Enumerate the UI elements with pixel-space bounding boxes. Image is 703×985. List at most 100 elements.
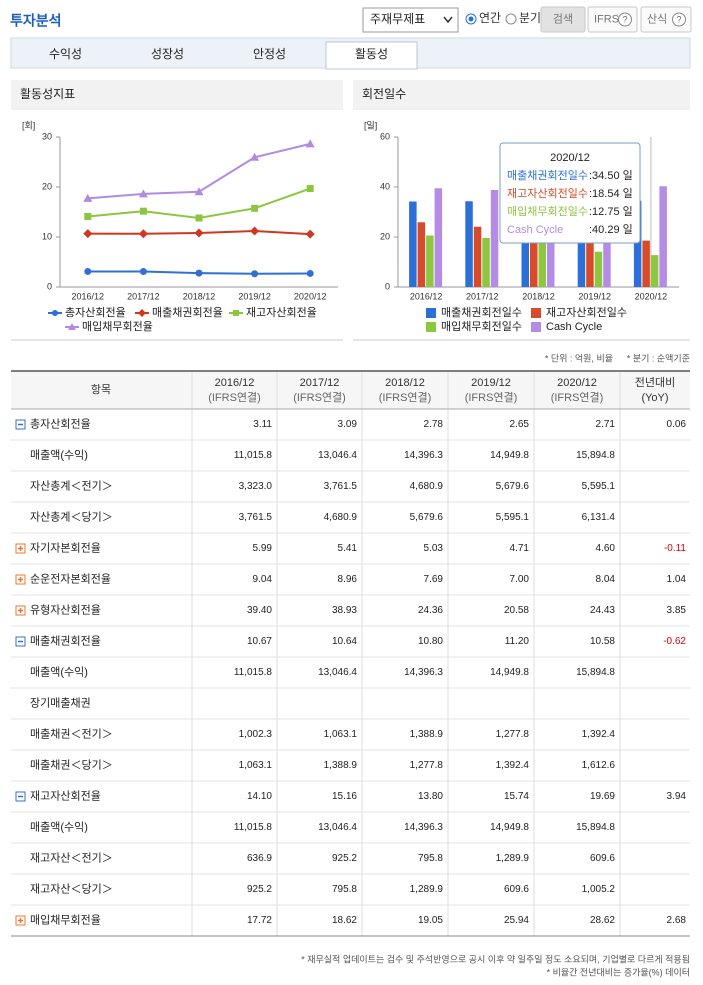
tooltip-name: Cash Cycle	[507, 224, 563, 236]
y-unit: [일]	[364, 120, 377, 130]
cell: 18.62	[332, 915, 357, 926]
select-box[interactable]	[362, 7, 459, 33]
x-tick-label: 2018/12	[183, 291, 216, 301]
button[interactable]	[540, 6, 586, 33]
cell-yoy: 2.68	[667, 915, 687, 926]
cell: 1,005.2	[582, 884, 616, 895]
cell: 19.05	[418, 915, 443, 926]
cell: 1,277.8	[410, 760, 444, 771]
x-tick-label: 2016/12	[410, 291, 443, 301]
y-tick-label: 30	[42, 131, 52, 141]
point	[84, 267, 92, 275]
cell: 39.40	[247, 605, 272, 616]
y-tick-label: 60	[380, 131, 390, 141]
cell: 4,680.9	[410, 481, 444, 492]
legend-marker	[138, 309, 146, 317]
cell: 3,761.5	[239, 512, 273, 523]
cell: 1,289.9	[496, 853, 530, 864]
x-tick-label: 2017/12	[466, 291, 499, 301]
bar	[521, 202, 529, 287]
bar	[473, 226, 482, 287]
point	[83, 193, 93, 202]
row-label: 매출채권＜전기＞	[30, 727, 113, 740]
row-label: 재고자산＜당기＞	[30, 882, 113, 895]
x-tick-label: 2020/12	[294, 291, 327, 301]
x-tick-label: 2018/12	[522, 291, 555, 301]
tooltip-name: 재고자산회전일수	[507, 186, 588, 200]
legend-swatch	[531, 308, 541, 318]
row-label: 순운전자본회전율	[30, 572, 111, 585]
cell: 8.04	[596, 574, 616, 585]
header-cell: 2019/12	[471, 377, 511, 389]
radio[interactable]	[505, 13, 517, 25]
help-icon-q: ?	[622, 14, 627, 24]
cell: 4.71	[510, 543, 530, 554]
bar	[538, 239, 546, 287]
tab-active[interactable]	[325, 41, 418, 70]
tooltip	[499, 142, 641, 244]
cell: 8.96	[338, 574, 358, 585]
legend-label: 총자산회전율	[65, 306, 126, 319]
cell: 14,949.8	[490, 822, 529, 833]
bar	[530, 221, 538, 287]
header-cell: 2017/12	[300, 377, 340, 389]
point	[138, 189, 148, 198]
cell: 2.71	[596, 419, 616, 430]
bar	[642, 240, 650, 287]
header-cell: 전년대비	[635, 376, 675, 389]
panel-title: 활동성지표	[20, 87, 75, 101]
button-label: IFRS	[594, 13, 619, 25]
row-label: 총자산회전율	[30, 417, 91, 430]
x-tick-label: 2017/12	[127, 291, 160, 301]
bar	[417, 222, 426, 287]
bar	[650, 255, 659, 287]
cell: 1,388.9	[410, 729, 444, 740]
table-header	[11, 371, 690, 409]
header-cell: (YoY)	[641, 392, 668, 404]
cell: 14,396.3	[404, 667, 443, 678]
cell: 11,015.8	[234, 667, 273, 678]
point	[195, 214, 203, 222]
cell: 20.58	[504, 605, 529, 616]
header-cell: 항목	[91, 383, 111, 396]
x-tick-label: 2019/12	[578, 291, 611, 301]
row-label: 매출채권회전율	[30, 634, 101, 647]
legend-marker	[52, 310, 58, 316]
y-tick-label: 0	[385, 281, 390, 291]
footnote: * 비율간 전년대비는 증가율(%) 데이터	[547, 967, 690, 977]
tooltip-value: :18.54 일	[589, 186, 633, 200]
bar	[586, 229, 594, 287]
bar	[577, 205, 586, 287]
cell: 5.03	[424, 543, 444, 554]
cell: 795.8	[332, 884, 357, 895]
radio-label: 분기	[519, 11, 541, 25]
x-tick-label: 2016/12	[72, 291, 105, 301]
header-cell: 2020/12	[557, 377, 597, 389]
cell: 10.64	[332, 636, 357, 647]
cell: 5,679.6	[410, 512, 444, 523]
legend-label: 재고자산회전율	[246, 306, 317, 319]
cell: 14,949.8	[490, 667, 529, 678]
row-label: 매출액(수익)	[30, 448, 88, 461]
point	[306, 269, 314, 277]
bar	[465, 201, 473, 287]
tooltip-value: :12.75 일	[589, 204, 633, 218]
page-title: 투자분석	[10, 13, 62, 29]
point	[306, 185, 314, 193]
cell: 5,595.1	[496, 512, 530, 523]
help-icon-q: ?	[676, 14, 681, 24]
bar	[426, 235, 434, 287]
point	[83, 229, 93, 239]
header-cell: (IFRS연결)	[465, 391, 518, 404]
cell: 17.72	[247, 915, 272, 926]
y-tick-label: 0	[47, 281, 52, 291]
x-tick-label: 2019/12	[238, 291, 271, 301]
cell: 795.8	[418, 853, 443, 864]
point	[250, 152, 260, 161]
bar	[659, 186, 667, 287]
row-label: 매출액(수익)	[30, 665, 88, 678]
legend-marker	[68, 323, 76, 330]
cell: 15,894.8	[576, 822, 615, 833]
point	[305, 229, 315, 239]
